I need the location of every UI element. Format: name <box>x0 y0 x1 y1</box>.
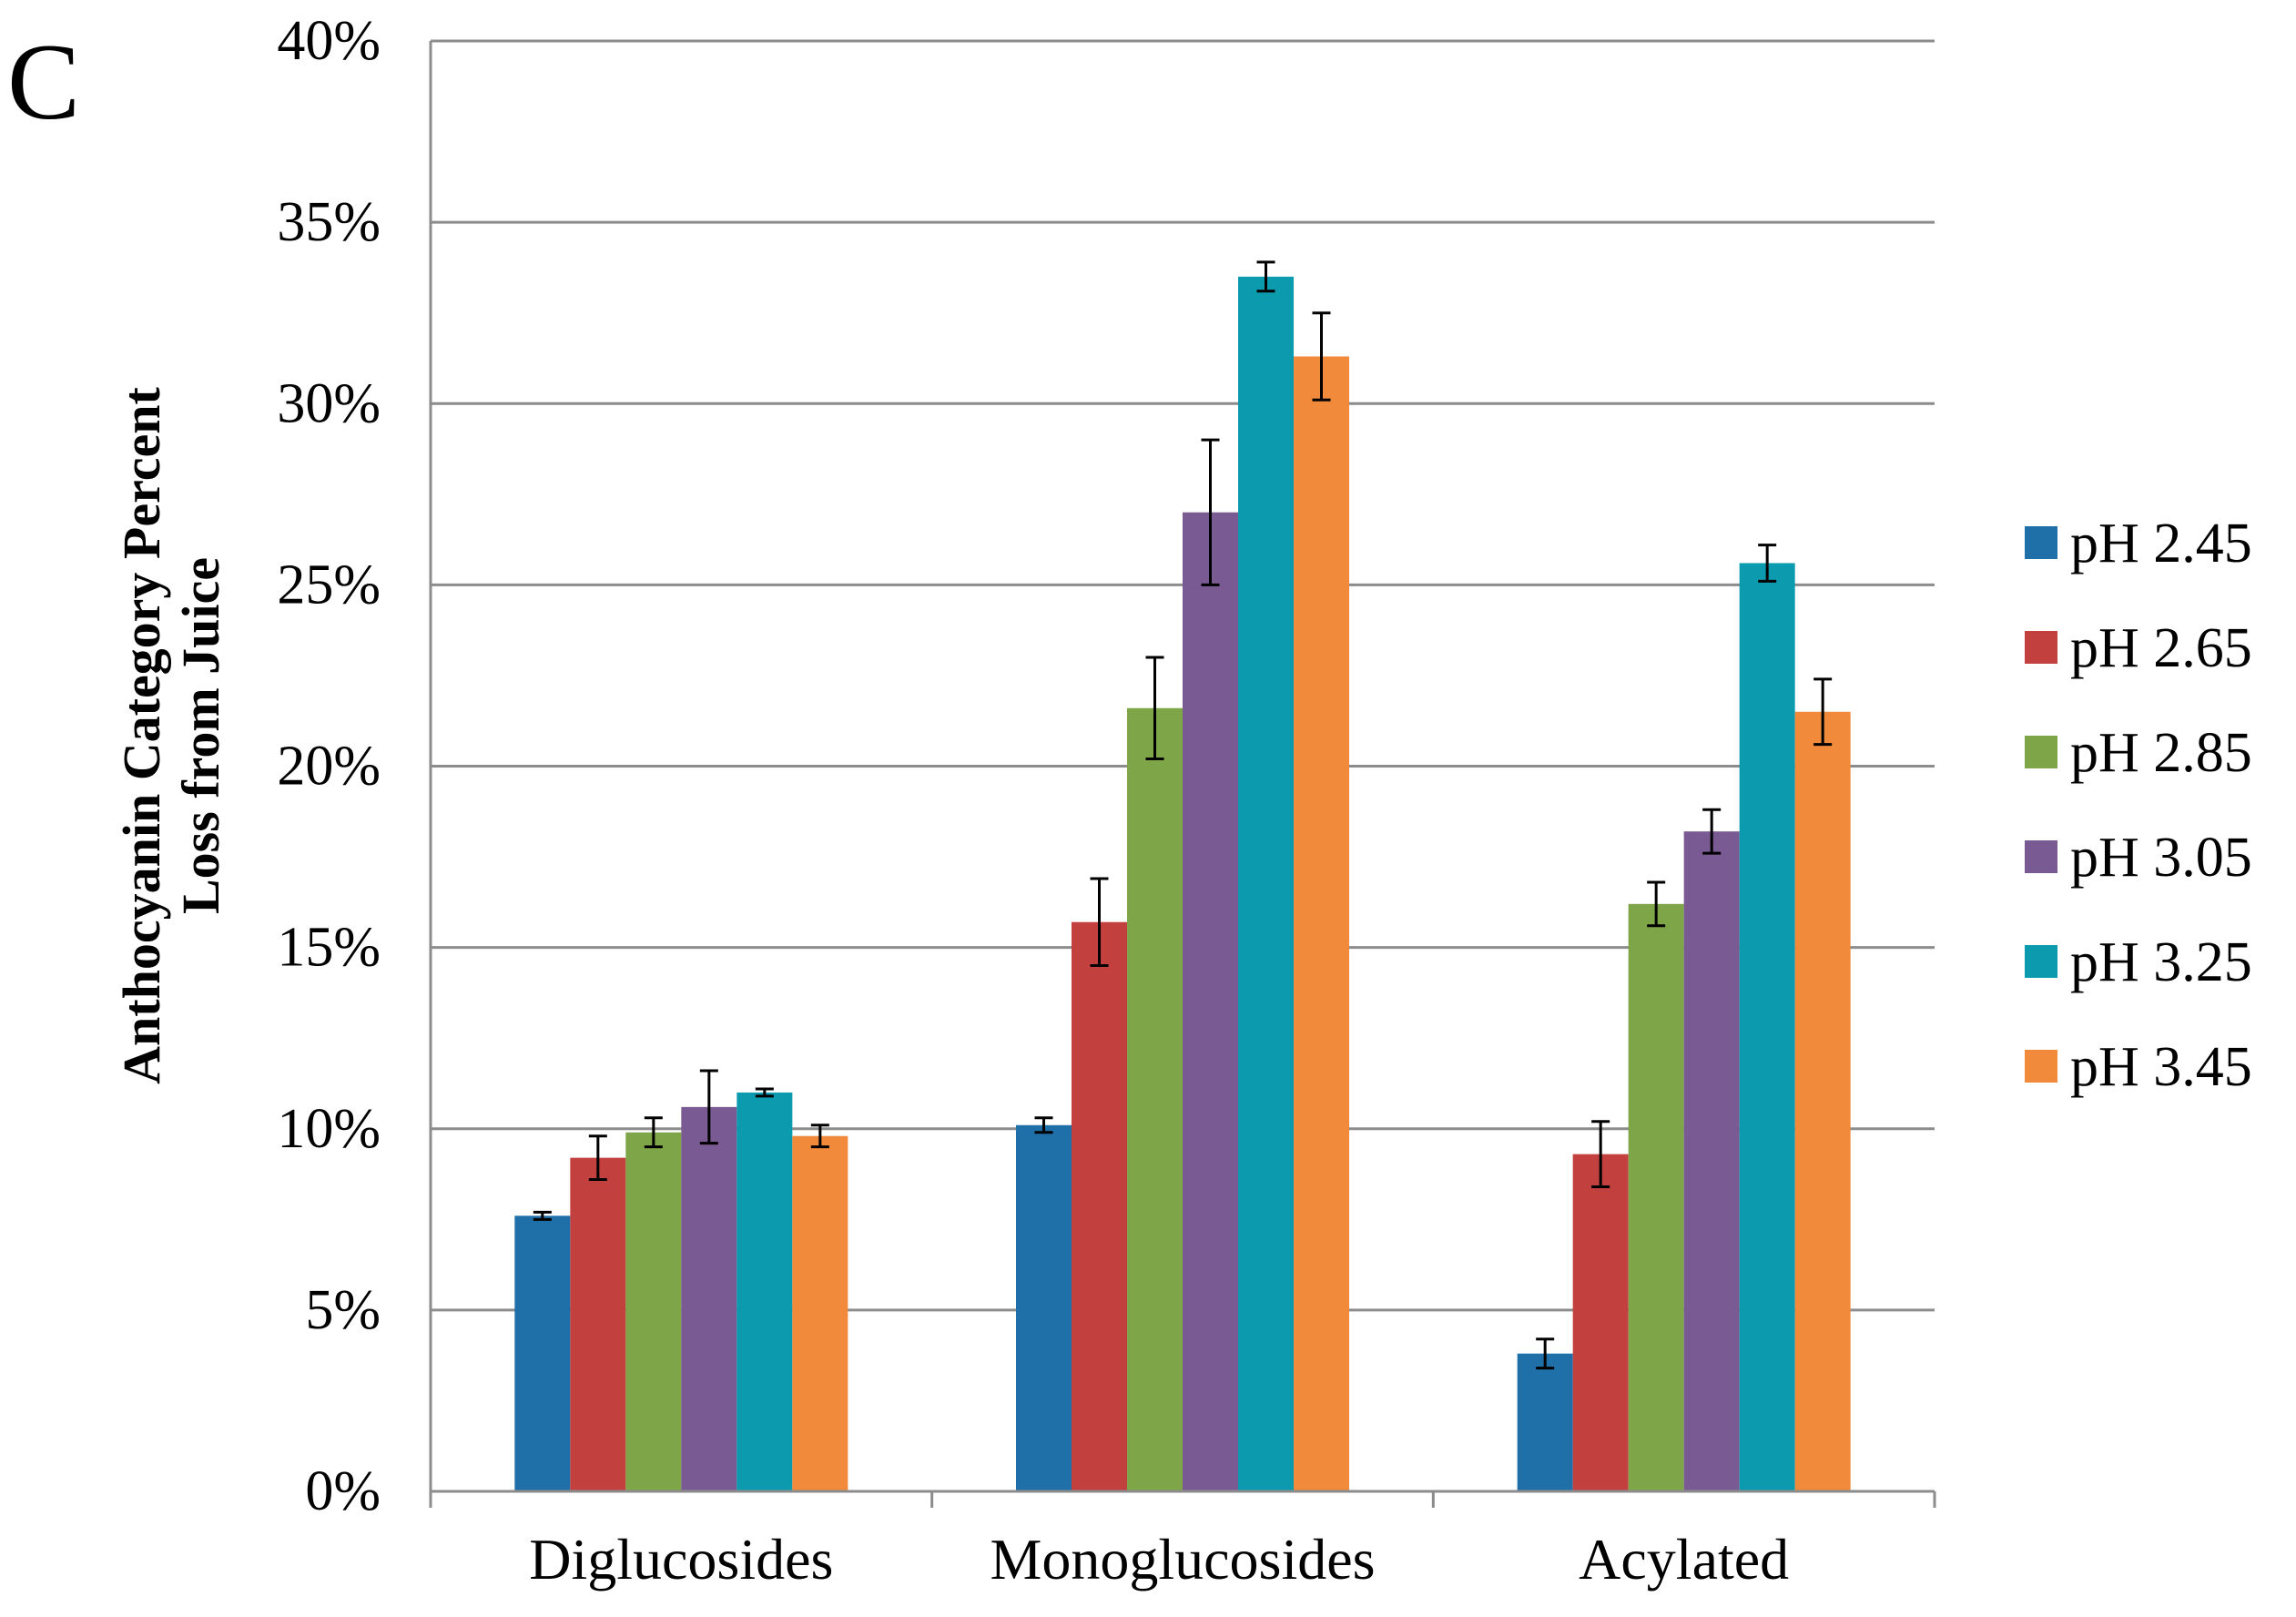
bar <box>625 1132 682 1491</box>
y-axis-title: Anthocyanin Category Percent Loss from J… <box>112 386 230 1083</box>
legend-label: pH 2.85 <box>2070 722 2252 784</box>
bar <box>1794 711 1851 1491</box>
bar <box>514 1215 571 1491</box>
y-tick-label: 10% <box>277 1098 381 1160</box>
y-tick-label: 20% <box>277 736 381 798</box>
bar <box>737 1092 793 1491</box>
legend-swatch <box>2025 631 2057 664</box>
y-axis-title-line-2: Loss from Juice <box>171 557 230 914</box>
legend: pH 2.45 pH 2.65 pH 2.85 pH 3.05 pH 3.25 pH 3.… <box>2025 513 2252 1098</box>
y-axis-title-line-1: Anthocyanin Category Percent <box>112 386 171 1083</box>
panel-letter: C <box>7 21 80 142</box>
bar <box>1127 707 1183 1491</box>
legend-label: pH 3.05 <box>2070 827 2252 889</box>
legend-swatch <box>2025 736 2057 768</box>
legend-label: pH 2.45 <box>2070 513 2252 575</box>
bar <box>570 1157 626 1491</box>
bar <box>1294 356 1349 1491</box>
axes: 0% 5% 10% 15% 20% 25% 30% 35% 40% Diglucosides Mon… <box>277 10 1936 1592</box>
legend-swatch <box>2025 1050 2057 1083</box>
error-bars <box>533 260 1833 1370</box>
y-tick-label: 30% <box>277 372 381 434</box>
y-tick-label: 35% <box>277 191 381 253</box>
legend-label: pH 2.65 <box>2070 617 2252 679</box>
bar <box>1628 903 1684 1491</box>
x-category-label: Acylated <box>1579 1527 1789 1592</box>
legend-swatch <box>2025 840 2057 873</box>
bar <box>792 1135 848 1491</box>
bar <box>1517 1353 1573 1491</box>
legend-label: pH 3.45 <box>2070 1036 2252 1098</box>
y-tick-label: 40% <box>277 10 381 72</box>
bar <box>681 1106 737 1491</box>
bar <box>1572 1154 1629 1491</box>
bar <box>1016 1124 1072 1491</box>
x-category-label: Monoglucosides <box>990 1527 1375 1592</box>
legend-swatch <box>2025 526 2057 559</box>
bar <box>1238 276 1294 1491</box>
y-tick-label: 0% <box>305 1460 381 1522</box>
bar <box>1683 831 1740 1491</box>
y-tick-label: 25% <box>277 554 381 615</box>
y-tick-label: 5% <box>305 1279 381 1341</box>
x-category-label: Diglucosides <box>529 1527 833 1592</box>
legend-label: pH 3.25 <box>2070 931 2252 993</box>
legend-swatch <box>2025 945 2057 978</box>
bars <box>514 276 1851 1491</box>
bar <box>1739 563 1795 1491</box>
bar <box>1183 512 1238 1491</box>
y-tick-label: 15% <box>277 917 381 979</box>
bar <box>1072 921 1127 1491</box>
